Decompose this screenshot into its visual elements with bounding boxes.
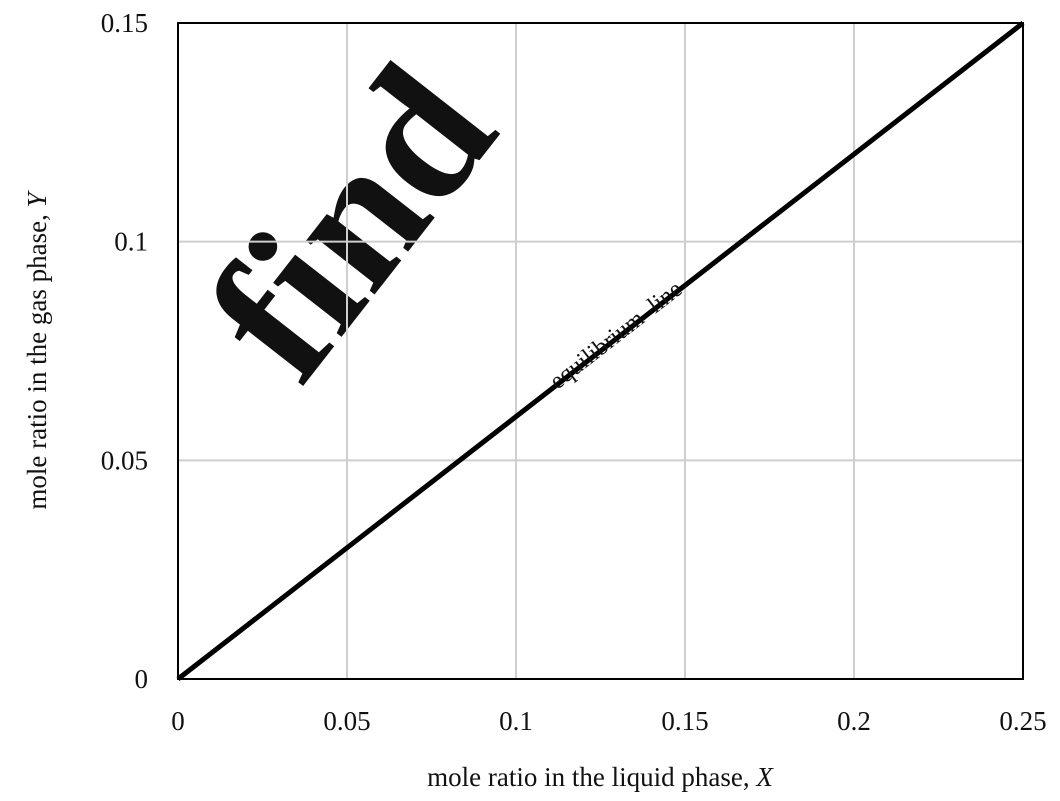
x-tick-label: 0.2: [837, 706, 871, 736]
equilibrium-line: [176, 21, 1025, 681]
grid: [178, 23, 1023, 679]
watermark-text: find: [168, 29, 535, 416]
y-axis-title-variable: Y: [22, 189, 52, 207]
equilibrium-line-label: equilibrium line: [545, 276, 687, 395]
y-tick-label: 0.05: [101, 445, 148, 475]
y-tick-label: 0.15: [101, 8, 148, 38]
y-tick-labels: 0 0.05 0.1 0.15: [101, 8, 148, 694]
annotations: equilibrium line: [545, 276, 687, 395]
x-tick-label: 0.15: [661, 706, 708, 736]
x-tick-labels: 0 0.05 0.1 0.15 0.2 0.25: [171, 706, 1046, 736]
y-tick-label: 0: [135, 664, 149, 694]
y-tick-label: 0.1: [114, 227, 148, 257]
x-tick-label: 0.1: [499, 706, 533, 736]
x-tick-label: 0.25: [999, 706, 1046, 736]
x-axis-title: mole ratio in the liquid phase, X: [427, 762, 774, 792]
plot-frame: [177, 22, 1024, 680]
y-axis-title-text: mole ratio in the gas phase,: [22, 207, 52, 509]
x-tick-label: 0: [171, 706, 185, 736]
y-axis-title: mole ratio in the gas phase, Y: [22, 189, 52, 509]
x-axis-title-variable: X: [755, 762, 774, 792]
watermark: find: [168, 29, 535, 416]
x-tick-label: 0.05: [323, 706, 370, 736]
series-layer: [176, 21, 1025, 681]
x-axis-title-text: mole ratio in the liquid phase,: [427, 762, 756, 792]
